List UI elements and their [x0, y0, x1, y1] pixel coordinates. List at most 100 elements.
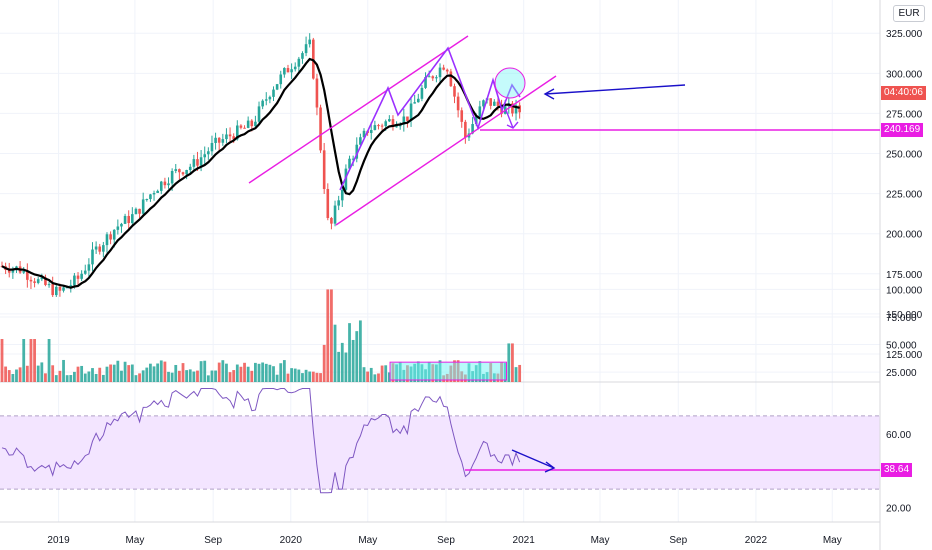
double-top-circle [494, 67, 526, 99]
volume-bar [333, 324, 337, 382]
candle [272, 89, 275, 97]
volume-bar [199, 361, 203, 382]
volume-bar [152, 366, 156, 382]
zigzag-pattern [339, 46, 521, 191]
candle [315, 78, 319, 108]
candle [330, 218, 333, 224]
candle [40, 277, 44, 280]
volume-bar [18, 367, 22, 382]
candle [395, 126, 398, 128]
volume-bar [246, 366, 250, 382]
candle [482, 100, 485, 107]
candle [225, 134, 228, 140]
volume-bar [384, 365, 388, 382]
volume-bar [4, 366, 8, 382]
volume-tick-label: 100.000 [886, 285, 923, 296]
time-tick-label: 2021 [513, 535, 536, 546]
candle [203, 154, 207, 158]
candle [420, 87, 424, 99]
price-arrow [544, 84, 686, 95]
candle [29, 279, 33, 282]
candle [44, 277, 47, 285]
moving-average-line [1, 57, 520, 289]
volume-bar [232, 370, 236, 382]
volume-bar [275, 374, 279, 382]
volume-bar [167, 371, 170, 382]
volume-bar [511, 343, 514, 382]
candle [221, 139, 225, 143]
candle [138, 208, 141, 214]
volume-bar [73, 371, 76, 382]
volume-bar [239, 366, 243, 382]
candle [55, 286, 58, 296]
candle [91, 249, 94, 265]
candle [36, 279, 40, 283]
price-tick-label: 275.000 [886, 109, 923, 120]
candle [159, 181, 163, 191]
price-tick-label: 300.000 [886, 69, 923, 80]
volume-bar [80, 365, 84, 382]
volume-bar [0, 339, 4, 382]
candle [456, 96, 460, 111]
price-arrow-head [543, 88, 555, 100]
candle [355, 144, 359, 159]
volume-bar [221, 360, 225, 382]
volume-bar [507, 343, 511, 382]
candle [15, 266, 18, 270]
rsi-line [1, 388, 521, 494]
candle [518, 105, 521, 113]
volume-bar [377, 373, 380, 382]
candle [413, 102, 416, 104]
volume-bar [101, 374, 105, 382]
volume-bar [322, 344, 326, 382]
candle [149, 194, 152, 200]
volume-bar [36, 365, 40, 382]
candle [424, 77, 427, 88]
candle [120, 223, 123, 227]
volume-bar [301, 373, 304, 382]
time-tick-label: 2020 [280, 535, 303, 546]
volume-bar [109, 364, 112, 382]
volume-bar [156, 363, 160, 382]
candle [489, 98, 492, 106]
volume-bar [257, 363, 261, 382]
volume-series [0, 289, 522, 382]
candle [359, 137, 362, 145]
volume-bar [11, 373, 15, 382]
volume-bar [243, 362, 246, 382]
candle [333, 205, 337, 224]
volume-bar [373, 374, 377, 382]
down-arrow [505, 109, 514, 129]
price-tick-label: 225.000 [886, 190, 923, 201]
candle [427, 76, 431, 78]
candle [471, 124, 474, 134]
candle [163, 181, 167, 186]
candle [207, 151, 210, 155]
volume-bar [217, 362, 221, 382]
volume-bar [279, 363, 283, 382]
volume-bar [58, 370, 62, 382]
candle [254, 121, 257, 127]
candle [98, 246, 102, 252]
time-tick-label: May [591, 535, 610, 546]
volume-bar [91, 368, 94, 382]
currency-badge[interactable]: EUR [893, 5, 925, 22]
candle [322, 150, 326, 189]
candle [217, 137, 221, 143]
candle [308, 39, 311, 45]
down-arrow-head [506, 121, 519, 129]
volume-bar [105, 366, 109, 382]
volume-tick-label: 25.000 [886, 368, 917, 379]
time-tick-label: May [358, 535, 377, 546]
candle [58, 286, 62, 291]
volume-bar [355, 331, 359, 382]
rsi-arrow-head [544, 461, 556, 473]
volume-bar [116, 360, 120, 382]
channel-lower-line [335, 75, 557, 226]
time-tick-label: May [125, 535, 144, 546]
candle [377, 125, 380, 127]
candle [264, 99, 268, 101]
candle [286, 68, 290, 73]
candle [94, 246, 98, 250]
